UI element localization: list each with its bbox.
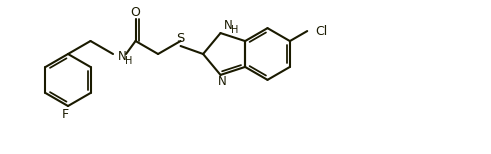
Text: N: N bbox=[118, 49, 127, 63]
Text: F: F bbox=[61, 107, 69, 120]
Text: O: O bbox=[131, 6, 140, 18]
Text: S: S bbox=[176, 32, 185, 45]
Text: H: H bbox=[125, 56, 133, 66]
Text: Cl: Cl bbox=[315, 25, 327, 38]
Text: N: N bbox=[218, 75, 227, 88]
Text: H: H bbox=[230, 25, 238, 35]
Text: N: N bbox=[223, 19, 232, 32]
